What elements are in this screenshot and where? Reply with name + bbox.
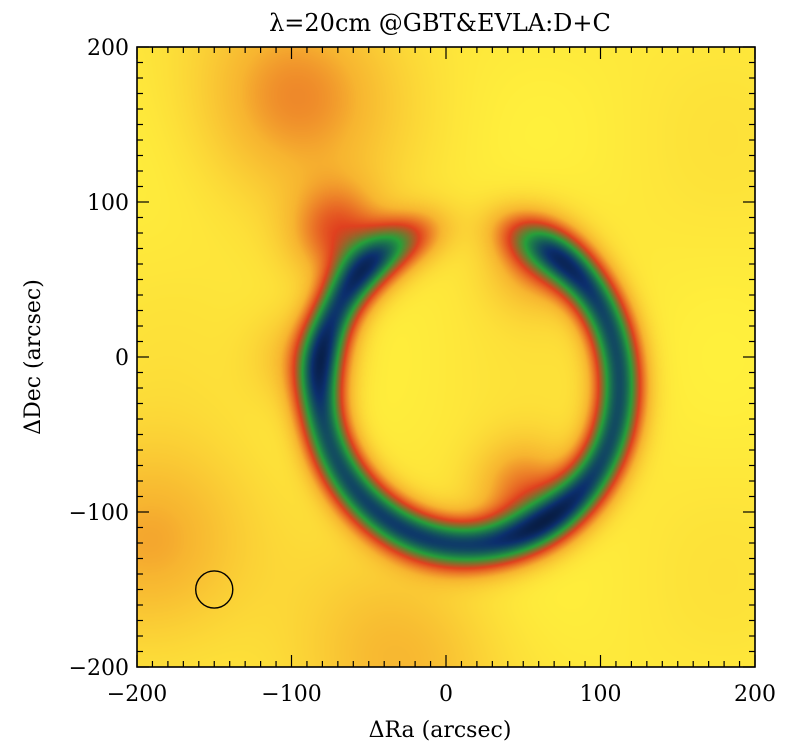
y-tick-label: 0 — [115, 346, 129, 371]
x-axis-label: ΔRa (arcsec) — [369, 718, 512, 743]
chart-title: λ=20cm @GBT&EVLA:D+C — [269, 9, 611, 37]
y-tick-label: 100 — [87, 191, 129, 216]
plot-image — [137, 47, 755, 667]
y-tick-label: −100 — [69, 501, 129, 526]
y-axis-label: ΔDec (arcsec) — [21, 279, 46, 435]
y-tick-label: 200 — [87, 36, 129, 61]
axis-ticks: −200 −100 0 100 200 −200 −100 0 100 200 — [69, 36, 776, 707]
heatmap-image — [137, 47, 755, 667]
y-tick-label: −200 — [69, 656, 129, 681]
beam-circle — [195, 570, 234, 609]
x-tick-label: 0 — [439, 682, 453, 707]
x-tick-label: 200 — [734, 682, 776, 707]
x-tick-label: 100 — [580, 682, 622, 707]
x-tick-label: −100 — [261, 682, 321, 707]
x-tick-label: −200 — [107, 682, 167, 707]
